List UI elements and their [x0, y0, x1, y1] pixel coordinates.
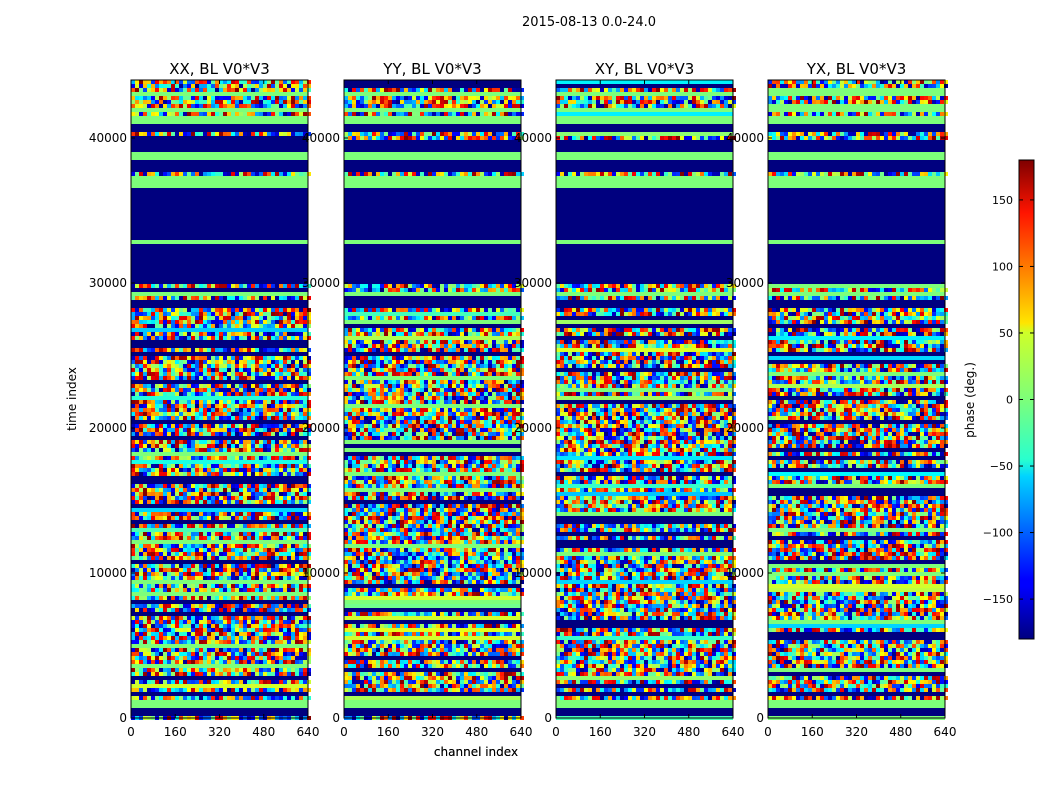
- panel-title: XY, BL V0*V3: [595, 60, 695, 78]
- panel-title: YX, BL V0*V3: [806, 60, 907, 78]
- colorbar-tick-label: 50: [999, 327, 1013, 340]
- colorbar: 150 100 50 0 −50 −100 −150 phase (deg.): [963, 160, 1034, 639]
- y-tick-label: 30000: [302, 276, 340, 290]
- colorbar-tick-label: −50: [990, 460, 1013, 473]
- y-tick-label: 20000: [726, 421, 764, 435]
- y-tick-label: 10000: [89, 566, 127, 580]
- panel-4: YX, BL V0*V3 0 160 320 480 640 0 10000 20000 3000…: [726, 60, 957, 739]
- figure-suptitle: 2015-08-13 0.0-24.0: [522, 15, 656, 30]
- y-tick-label: 20000: [514, 421, 552, 435]
- x-tick-label: 640: [510, 725, 533, 739]
- colorbar-tick-label: 0: [1006, 394, 1013, 407]
- x-tick-label: 640: [934, 725, 957, 739]
- x-tick-label: 480: [465, 725, 488, 739]
- x-tick-label: 480: [677, 725, 700, 739]
- y-tick-label: 10000: [514, 566, 552, 580]
- x-tick-label: 320: [845, 725, 868, 739]
- colorbar-tick-label: 100: [992, 260, 1013, 273]
- panel-title: XX, BL V0*V3: [169, 60, 270, 78]
- x-tick-label: 160: [589, 725, 612, 739]
- heatmap-cells: [131, 80, 311, 720]
- y-tick-label: 20000: [89, 421, 127, 435]
- y-tick-label: 40000: [514, 131, 552, 145]
- y-tick-label: 0: [332, 711, 340, 725]
- figure-canvas: 2015-08-13 0.0-24.0 XX, BL V0*V3 0 160 320 4…: [0, 0, 1050, 800]
- x-tick-label: 480: [889, 725, 912, 739]
- x-tick-label: 320: [421, 725, 444, 739]
- x-tick-label: 160: [801, 725, 824, 739]
- y-tick-label: 10000: [726, 566, 764, 580]
- panel-title: YY, BL V0*V3: [382, 60, 481, 78]
- colorbar-label: phase (deg.): [963, 362, 977, 438]
- x-tick-label: 0: [552, 725, 560, 739]
- heatmap-cells: [344, 80, 524, 720]
- y-tick-label: 30000: [726, 276, 764, 290]
- x-tick-label: 0: [764, 725, 772, 739]
- x-tick-label: 640: [722, 725, 745, 739]
- x-tick-label: 320: [208, 725, 231, 739]
- x-tick-label: 160: [164, 725, 187, 739]
- y-axis-label: time index: [65, 367, 79, 431]
- x-tick-label: 480: [252, 725, 275, 739]
- heatmap-cells: [768, 80, 948, 720]
- colorbar-tick-label: −100: [983, 527, 1013, 540]
- x-tick-label: 640: [297, 725, 320, 739]
- y-tick-label: 40000: [726, 131, 764, 145]
- y-tick-label: 30000: [514, 276, 552, 290]
- y-tick-label: 0: [756, 711, 764, 725]
- y-tick-label: 40000: [89, 131, 127, 145]
- panel-3: XY, BL V0*V3 0 160 320 480 640 0 10000 20000 3000…: [514, 60, 745, 739]
- heatmap-cells: [556, 80, 736, 720]
- y-tick-label: 40000: [302, 131, 340, 145]
- x-tick-label: 0: [340, 725, 348, 739]
- x-tick-label: 160: [377, 725, 400, 739]
- colorbar-tick-label: −150: [983, 593, 1013, 606]
- x-tick-label: 320: [633, 725, 656, 739]
- y-tick-label: 20000: [302, 421, 340, 435]
- y-tick-label: 10000: [302, 566, 340, 580]
- colorbar-tick-label: 150: [992, 194, 1013, 207]
- y-tick-label: 0: [544, 711, 552, 725]
- x-tick-label: 0: [127, 725, 135, 739]
- x-axis-label: channel index: [434, 745, 518, 759]
- y-tick-label: 30000: [89, 276, 127, 290]
- y-tick-label: 0: [119, 711, 127, 725]
- panel-2: YY, BL V0*V3 0 160 320 480 640 0 10000 20000 3000…: [302, 60, 533, 759]
